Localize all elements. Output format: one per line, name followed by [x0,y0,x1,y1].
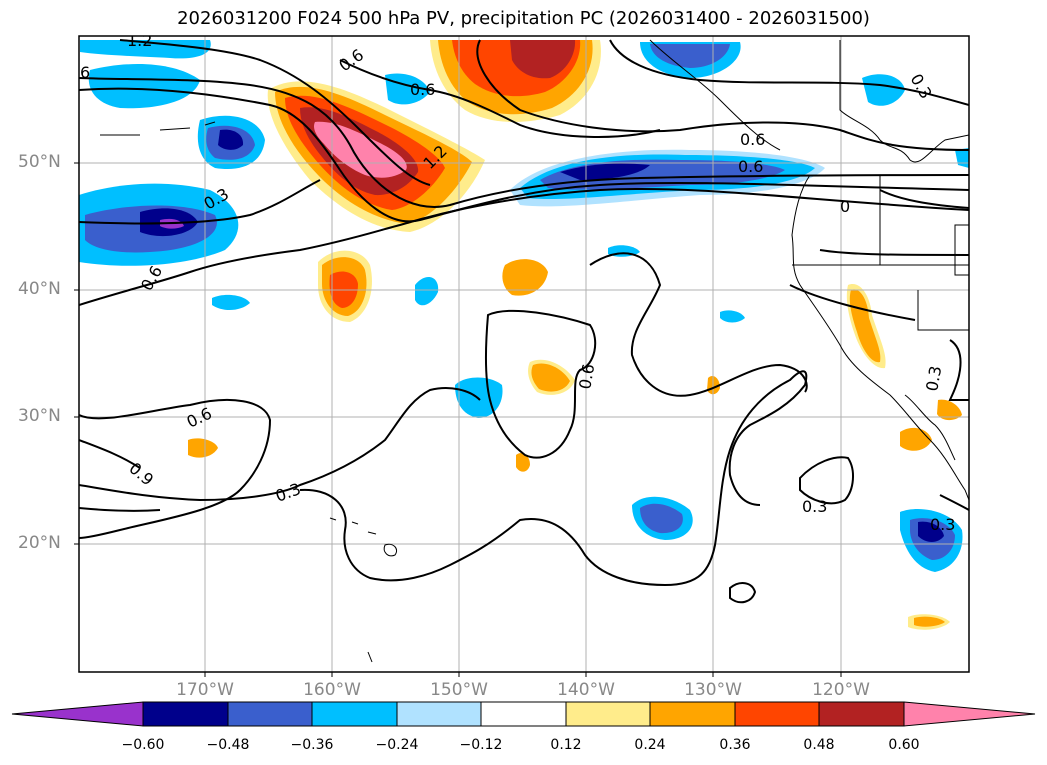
contour-label: 0.6 [740,130,765,149]
longitude-label: 130°W [684,680,742,700]
contour-label: 0.6 [184,404,215,432]
colorbar-tick-label: 0.12 [550,737,582,753]
contour-label: 0 [840,197,850,216]
colorbar-segment [11,701,144,727]
latitude-label: 40°N [18,279,61,299]
graticule [79,36,969,672]
pv-contours [79,39,969,604]
colorbar-tick-label: 0.48 [803,737,835,753]
colorbar-segment [818,701,905,727]
coastlines [100,39,969,501]
contour-label: 0.3 [930,515,955,534]
colorbar-segment [903,701,1036,727]
colorbar-tick-label: 0.24 [634,737,666,753]
precip-shading [79,40,969,630]
contour-label: 0.6 [410,80,435,99]
contour-label: 0.3 [273,479,303,506]
colorbar-tick-label: −0.60 [121,737,165,753]
colorbar-segment [311,701,398,727]
longitude-label: 120°W [812,680,870,700]
contour-label: 1.2 [127,31,152,50]
colorbar-segment [480,701,567,727]
colorbar-tick-label: −0.12 [459,737,503,753]
contour-label: 0.3 [907,71,936,103]
colorbar-tick-label: 0.36 [719,737,751,753]
longitude-label: 160°W [303,680,361,700]
map-title: 2026031200 F024 500 hPa PV, precipitatio… [177,8,870,29]
longitude-label: 150°W [430,680,488,700]
longitude-label: 170°W [176,680,234,700]
colorbar-segment [565,701,651,727]
contour-label: 0.3 [802,497,827,516]
colorbar-segment [649,701,736,727]
map-frame [78,35,970,673]
colorbar [11,701,1036,727]
colorbar-tick-label: 0.60 [888,737,920,753]
contour-label: 0.6 [575,362,598,390]
contour-label: 0.3 [922,364,945,392]
colorbar-segment [227,701,313,727]
colorbar-segment [734,701,820,727]
axis-ticks [74,162,842,677]
latitude-label: 50°N [18,152,61,172]
colorbar-tick-label: −0.48 [206,737,250,753]
colorbar-segment [396,701,482,727]
longitude-label: 140°W [557,680,615,700]
contour-label: 0.6 [738,157,763,176]
latitude-label: 30°N [18,406,61,426]
contour-label: 0.6 [137,262,166,294]
colorbar-tick-label: −0.24 [375,737,419,753]
contour-label: 6 [80,63,90,82]
hawaii-islands [329,517,398,663]
colorbar-tick-label: −0.36 [290,737,334,753]
colorbar-segment [142,701,229,727]
latitude-label: 20°N [18,533,61,553]
